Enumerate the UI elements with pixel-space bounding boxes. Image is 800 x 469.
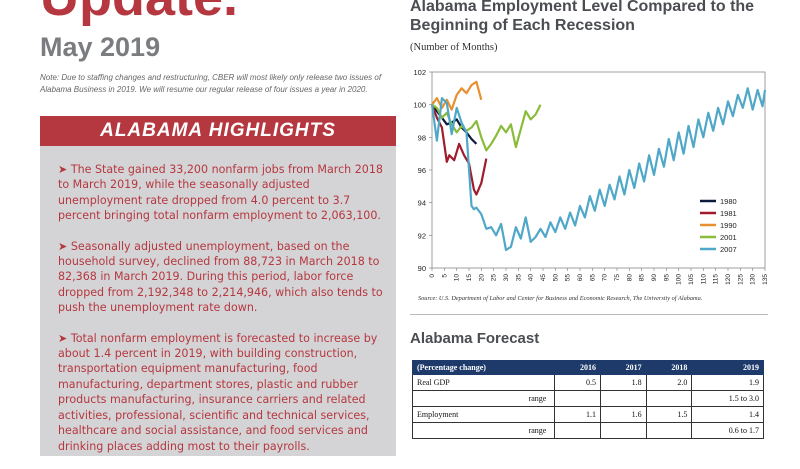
table-cell: 1.6 <box>600 406 647 423</box>
newsletter-page: Update. May 2019 Note: Due to staffing c… <box>40 0 769 456</box>
column-header: 2018 <box>645 360 693 375</box>
row-label: range <box>411 390 556 407</box>
y-tick-label: 92 <box>418 231 426 240</box>
legend-label: 2001 <box>720 233 737 242</box>
x-tick-label: 45 <box>540 274 547 282</box>
table-cell <box>645 390 693 407</box>
x-tick-label: 5 <box>441 274 448 278</box>
legend-label: 1981 <box>720 209 737 218</box>
x-tick-label: 50 <box>552 274 559 282</box>
x-tick-label: 95 <box>663 274 670 282</box>
x-tick-label: 130 <box>750 274 757 285</box>
table-cell: 1.4 <box>691 406 764 423</box>
legend-label: 2007 <box>720 245 737 254</box>
table-header-row: (Percentage change) 2016 2017 2018 2019 <box>411 360 764 375</box>
legend-label: 1980 <box>720 197 737 206</box>
table-cell: 1.5 to 3.0 <box>691 390 764 407</box>
table-row: Employment 1.1 1.6 1.5 1.4 <box>411 406 764 423</box>
column-header: (Percentage change) <box>411 360 556 375</box>
table-cell <box>600 390 647 407</box>
y-tick-label: 90 <box>418 264 426 273</box>
forecast-table: (Percentage change) 2016 2017 2018 2019 … <box>411 360 764 439</box>
x-tick-label: 75 <box>614 274 621 282</box>
highlight-item: ➤ The State gained 33,200 nonfarm jobs f… <box>58 163 383 223</box>
employment-line-chart: 90 92 94 96 98 100 102 0 5 10 15 20 25 30 35 40 45 50 55 60… <box>413 68 769 285</box>
series-line-1990 <box>431 80 483 111</box>
x-tick-label: 40 <box>528 274 535 282</box>
x-tick-label: 100 <box>676 274 683 285</box>
x-tick-label: 25 <box>491 274 498 282</box>
row-label: Real GDP <box>411 374 556 391</box>
series-line-1981 <box>430 104 488 196</box>
table-cell: 1.9 <box>691 374 764 391</box>
x-tick-label: 20 <box>478 274 485 282</box>
column-header: 2017 <box>600 360 647 375</box>
highlight-item: ➤ Total nonfarm employment is forecasted… <box>58 331 378 453</box>
table-cell <box>645 422 693 439</box>
highlight-item: ➤ Seasonally adjusted unemployment, base… <box>58 239 383 315</box>
divider <box>410 314 768 315</box>
x-tick-label: 90 <box>651 274 658 282</box>
table-cell <box>600 422 647 439</box>
x-tick-label: 80 <box>626 274 633 282</box>
forecast-title: Alabama Forecast <box>410 330 540 347</box>
x-tick-label: 125 <box>737 274 744 285</box>
x-tick-label: 115 <box>713 274 720 285</box>
column-header: 2016 <box>554 360 601 375</box>
x-tick-label: 65 <box>589 274 596 282</box>
staffing-note: Note: Due to staffing changes and restru… <box>40 73 382 94</box>
x-tick-label: 35 <box>515 274 522 282</box>
highlights-list: ➤ The State gained 33,200 nonfarm jobs f… <box>58 162 384 469</box>
y-tick-label: 100 <box>413 101 426 110</box>
x-tick-label: 15 <box>466 274 473 282</box>
plot-frame <box>431 71 766 269</box>
y-tick-label: 98 <box>418 133 426 142</box>
x-tick-label: 120 <box>725 274 732 285</box>
table-row: Real GDP 0.5 1.8 2.0 1.9 <box>411 374 764 391</box>
table-cell: 1.1 <box>554 406 601 423</box>
legend-label: 1990 <box>720 221 737 230</box>
y-tick-label: 96 <box>418 166 426 175</box>
x-tick-label: 10 <box>454 274 461 282</box>
x-tick-label: 60 <box>577 274 584 282</box>
x-tick-label: 55 <box>565 274 572 282</box>
table-row: range 0.6 to 1.7 <box>411 422 764 439</box>
x-tick-label: 30 <box>503 274 510 282</box>
x-tick-label: 0 <box>429 274 436 278</box>
chart-source: Source: U.S. Department of Labor and Cen… <box>418 295 703 302</box>
table-cell <box>554 390 601 407</box>
table-cell: 0.5 <box>554 374 601 391</box>
table-cell <box>554 422 601 439</box>
chart-subtitle: (Number of Months) <box>410 42 498 53</box>
y-tick-label: 94 <box>418 199 426 208</box>
chart-title: Alabama Employment Level Compared to the… <box>410 0 755 34</box>
x-tick-label: 70 <box>602 274 609 282</box>
highlights-panel <box>40 116 396 456</box>
row-label: Employment <box>411 406 556 423</box>
table-cell: 1.5 <box>645 406 693 423</box>
highlights-heading: ALABAMA HIGHLIGHTS <box>100 120 336 141</box>
column-header: 2019 <box>691 360 764 375</box>
page-title: Update. <box>40 0 238 24</box>
table-cell: 0.6 to 1.7 <box>691 422 764 439</box>
table-cell: 2.0 <box>645 374 693 391</box>
row-label: range <box>411 422 556 439</box>
x-tick-label: 135 <box>762 274 769 285</box>
issue-date: May 2019 <box>40 32 161 62</box>
x-tick-label: 85 <box>639 274 646 282</box>
x-tick-label: 110 <box>700 274 707 285</box>
series-line-2007 <box>430 87 767 252</box>
table-cell: 1.8 <box>600 374 647 391</box>
table-row: range 1.5 to 3.0 <box>411 390 764 407</box>
x-tick-label: 105 <box>688 274 695 285</box>
y-tick-label: 102 <box>413 68 426 77</box>
